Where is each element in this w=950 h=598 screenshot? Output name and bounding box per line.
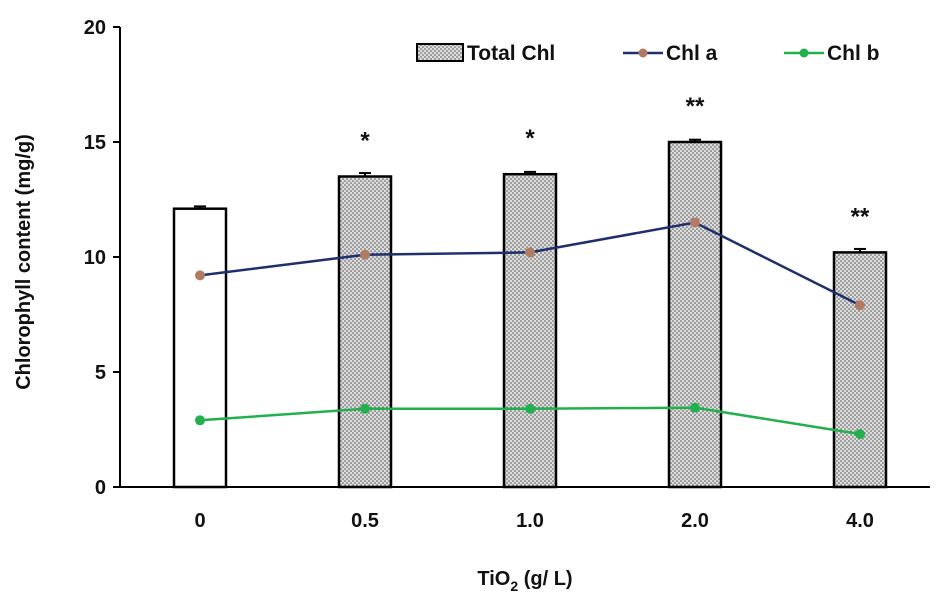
legend-total-chl-label: Total Chl bbox=[467, 42, 555, 65]
significance-mark: ** bbox=[851, 203, 870, 230]
point-chl-a bbox=[855, 300, 865, 311]
y-tick-label: 5 bbox=[95, 362, 106, 384]
significance-mark: ** bbox=[686, 93, 705, 120]
significance-mark: * bbox=[525, 125, 535, 152]
significance-mark: * bbox=[360, 128, 370, 155]
point-chl-b bbox=[690, 402, 700, 413]
point-chl-a bbox=[360, 249, 370, 260]
point-chl-b bbox=[195, 415, 205, 426]
y-tick-label: 15 bbox=[84, 132, 106, 154]
point-chl-b bbox=[855, 429, 865, 440]
legend-chl-b-label: Chl b bbox=[827, 42, 880, 65]
bar-total-chl bbox=[172, 207, 228, 489]
legend-chl-a-label: Chl a bbox=[666, 42, 718, 65]
x-axis-title-subscript: 2 bbox=[510, 578, 518, 594]
y-axis-title: Chlorophyll content (mg/g) bbox=[13, 134, 35, 390]
axes-layer bbox=[113, 26, 930, 488]
legend: Total Chl Chl a Chl b bbox=[416, 42, 880, 65]
x-axis-title-main: TiO bbox=[477, 568, 510, 590]
bars-layer bbox=[172, 138, 888, 489]
y-tick-label: 0 bbox=[95, 477, 106, 499]
point-chl-a bbox=[195, 270, 205, 281]
x-axis-title-unit: (g/ L) bbox=[518, 568, 572, 590]
x-axis-title: TiO2 (g/ L) bbox=[477, 568, 572, 594]
legend-chl-a-marker bbox=[638, 48, 648, 58]
point-chl-b bbox=[360, 403, 370, 414]
legend-total-chl-swatch bbox=[416, 43, 464, 62]
bar-total-chl bbox=[502, 172, 558, 489]
point-chl-a bbox=[690, 217, 700, 228]
x-tick-label: 0.5 bbox=[351, 510, 379, 532]
bar-total-chl bbox=[832, 251, 888, 489]
point-chl-b bbox=[525, 403, 535, 414]
bar-total-chl bbox=[337, 175, 393, 489]
x-tick-label: 0 bbox=[194, 510, 205, 532]
x-tick-label: 1.0 bbox=[516, 510, 544, 532]
x-tick-label: 4.0 bbox=[846, 510, 874, 532]
y-tick-label: 10 bbox=[84, 247, 106, 269]
point-chl-a bbox=[525, 247, 535, 258]
bar-total-chl bbox=[667, 140, 723, 489]
legend-chl-b-marker bbox=[799, 48, 809, 58]
y-tick-label: 20 bbox=[84, 17, 106, 39]
x-tick-label: 2.0 bbox=[681, 510, 709, 532]
lines-layer bbox=[195, 217, 865, 440]
